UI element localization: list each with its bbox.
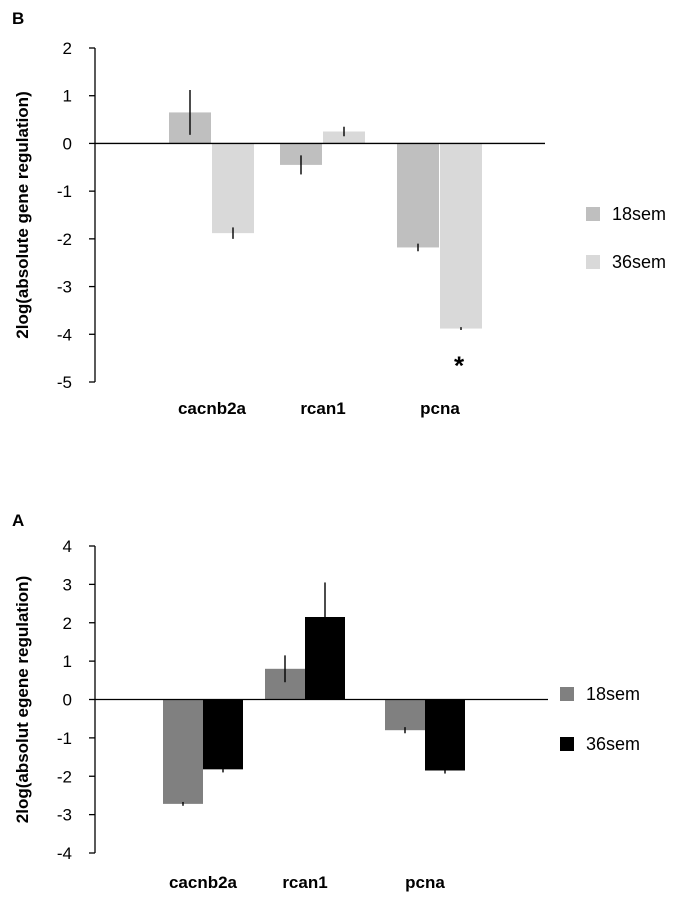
panel-b-bar-36sem-cacnb2a: [212, 143, 254, 234]
panel-b-category-label: rcan1: [300, 399, 345, 418]
panel-b-legend-label-18sem: 18sem: [612, 204, 666, 224]
panel-b-bar-36sem-rcan1: [323, 131, 365, 144]
panel-b-bar-18sem-rcan1: [280, 143, 322, 165]
panel-a-label: A: [12, 511, 24, 530]
panel-a-y-axis-title: 2log(absolut egene regulation): [13, 576, 32, 823]
panel-a-y-tick-label: 2: [63, 614, 72, 633]
panel-a-y-tick-label: -1: [57, 729, 72, 748]
panel-a-legend-swatch-36sem: [560, 737, 574, 751]
panel-a-category-label: cacnb2a: [169, 873, 238, 892]
panel-a-y-tick-label: -2: [57, 767, 72, 786]
panel-a-category-label: rcan1: [282, 873, 327, 892]
panel-b-legend-swatch-18sem: [586, 207, 600, 221]
panel-b-y-tick-label: 2: [63, 39, 72, 58]
panel-a-bar-18sem-pcna: [385, 699, 425, 731]
panel-b-bar-18sem-pcna: [397, 143, 439, 248]
panel-b-bar-36sem-pcna: [440, 143, 482, 329]
panel-b-significance-marker: *: [454, 351, 465, 381]
panel-b-y-tick-label: 0: [63, 134, 72, 153]
panel-a-legend-label-36sem: 36sem: [586, 734, 640, 754]
panel-a-y-tick-label: -3: [57, 806, 72, 825]
panel-b-label: B: [12, 9, 24, 28]
panel-b-legend-swatch-36sem: [586, 255, 600, 269]
panel-a-y-tick-label: 4: [63, 537, 72, 556]
panel-a-legend-label-18sem: 18sem: [586, 684, 640, 704]
panel-b-y-tick-label: -2: [57, 230, 72, 249]
panel-a-y-tick-label: -4: [57, 844, 72, 863]
panel-b-y-tick-label: -5: [57, 373, 72, 392]
panel-a-bar-36sem-pcna: [425, 699, 465, 771]
panel-b-y-tick-label: -1: [57, 182, 72, 201]
panel-b-y-tick-label: -3: [57, 278, 72, 297]
panel-a-bar-18sem-cacnb2a: [163, 699, 203, 804]
panel-b-y-axis-title: 2log(absolute gene regulation): [13, 91, 32, 338]
panel-a-y-tick-label: 0: [63, 691, 72, 710]
panel-b-category-label: cacnb2a: [178, 399, 247, 418]
panel-b-legend-label-36sem: 36sem: [612, 252, 666, 272]
panel-a-category-label: pcna: [405, 873, 445, 892]
panel-a-legend-swatch-18sem: [560, 687, 574, 701]
panel-b-y-tick-label: -4: [57, 325, 72, 344]
panel-b-y-tick-label: 1: [63, 87, 72, 106]
panel-a-y-tick-label: 3: [63, 575, 72, 594]
panel-a-y-tick-label: 1: [63, 652, 72, 671]
panel-a-bar-36sem-cacnb2a: [203, 699, 243, 770]
panel-b-category-label: pcna: [420, 399, 460, 418]
